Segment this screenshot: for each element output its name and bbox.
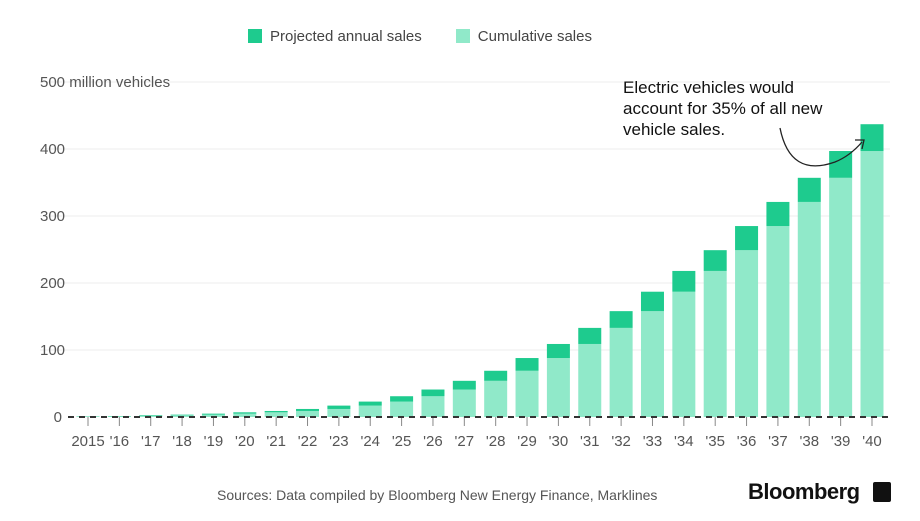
bar-cumulative <box>829 177 853 417</box>
x-tick-label: '28 <box>486 433 506 450</box>
bar-cumulative <box>421 396 445 417</box>
bar-annual <box>766 201 790 227</box>
bar-annual <box>609 311 633 328</box>
x-tick-label: '35 <box>705 433 725 450</box>
bar-annual <box>452 380 476 390</box>
bar-annual <box>546 343 570 359</box>
bar-cumulative <box>766 226 790 417</box>
bar-cumulative <box>797 201 821 417</box>
x-tick-label: '25 <box>392 433 412 450</box>
source-note: Sources: Data compiled by Bloomberg New … <box>217 487 658 503</box>
bar-annual <box>797 177 821 202</box>
x-tick-label: '18 <box>172 433 192 450</box>
legend: Projected annual sales Cumulative sales <box>248 28 592 45</box>
bloomberg-logo: Bloomberg <box>748 479 860 504</box>
x-tick-label: '27 <box>455 433 475 450</box>
legend-swatch <box>248 29 262 43</box>
bar-annual <box>233 412 257 414</box>
x-tick-label: '24 <box>360 433 380 450</box>
arrowhead-icon <box>855 139 865 150</box>
bar-cumulative <box>703 270 727 417</box>
bar-annual <box>735 226 759 251</box>
bar-annual <box>264 410 288 413</box>
x-tick-label: '36 <box>737 433 757 450</box>
y-tick-label: 100 <box>40 342 65 359</box>
x-tick-label: '26 <box>423 433 443 450</box>
legend-item-annual: Projected annual sales <box>248 28 422 45</box>
x-tick-label: '32 <box>611 433 631 450</box>
legend-label: Projected annual sales <box>270 28 422 45</box>
bar-cumulative <box>452 389 476 417</box>
x-tick-label: '23 <box>329 433 349 450</box>
bar-annual <box>640 291 664 312</box>
bar-cumulative <box>546 358 570 417</box>
x-tick-label: '19 <box>204 433 224 450</box>
x-tick-label: '17 <box>141 433 161 450</box>
x-tick-label: '22 <box>298 433 318 450</box>
x-tick-label: 2015 <box>71 433 104 450</box>
y-tick-label: 200 <box>40 275 65 292</box>
bar-annual <box>201 413 225 415</box>
bar-cumulative <box>735 250 759 417</box>
x-tick-label: '20 <box>235 433 255 450</box>
bar-annual <box>672 270 696 292</box>
bar-cumulative <box>484 380 508 417</box>
bar-annual <box>578 327 602 344</box>
x-tick-label: '34 <box>674 433 694 450</box>
bar-annual <box>860 124 884 152</box>
bar-annual <box>296 408 320 411</box>
legend-swatch <box>455 29 470 43</box>
annotation-arrow <box>779 127 863 167</box>
x-tick-label: '33 <box>643 433 663 450</box>
y-tick-label: 300 <box>40 208 65 225</box>
x-tick-label: '37 <box>768 433 788 450</box>
x-tick-label: '16 <box>110 433 130 450</box>
y-tick-label: 400 <box>40 141 65 158</box>
bar-cumulative <box>515 370 539 417</box>
x-tick-label: '40 <box>862 433 882 450</box>
legend-label: Cumulative sales <box>477 28 592 45</box>
y-axis-label: 500 million vehicles <box>40 74 170 91</box>
bar-annual <box>515 358 539 371</box>
legend-item-cumulative: Cumulative sales <box>455 28 592 45</box>
bar-cumulative <box>327 408 351 417</box>
bar-cumulative <box>640 311 664 417</box>
x-tick-label: '29 <box>517 433 537 450</box>
x-tick-label: '31 <box>580 433 600 450</box>
bar-cumulative <box>107 416 131 417</box>
bar-cumulative <box>390 401 414 417</box>
bar-cumulative <box>578 343 602 417</box>
bar-annual <box>170 414 194 416</box>
bar-cumulative <box>609 327 633 417</box>
bar-cumulative <box>201 414 225 417</box>
bar-annual <box>703 250 727 271</box>
bar-cumulative <box>296 410 320 417</box>
bar-annual <box>484 370 508 381</box>
bar-cumulative <box>860 151 884 417</box>
bar-cumulative <box>233 413 257 417</box>
bar-cumulative <box>672 291 696 417</box>
bar-cumulative <box>358 405 382 417</box>
bar-annual <box>358 401 382 406</box>
x-tick-label: '21 <box>266 433 286 450</box>
bloomberg-chart-icon <box>873 482 891 502</box>
bar-annual <box>327 405 351 409</box>
bar-annual <box>139 415 163 416</box>
annotation: Electric vehicles would account for 35% … <box>623 78 823 139</box>
bar-annual <box>421 389 445 397</box>
x-tick-label: '30 <box>549 433 569 450</box>
bar-cumulative <box>264 412 288 417</box>
y-tick-label: 0 <box>54 409 62 426</box>
bar-annual <box>390 396 414 402</box>
x-tick-label: '38 <box>799 433 819 450</box>
bar-annual <box>829 151 853 178</box>
x-tick-label: '39 <box>831 433 851 450</box>
